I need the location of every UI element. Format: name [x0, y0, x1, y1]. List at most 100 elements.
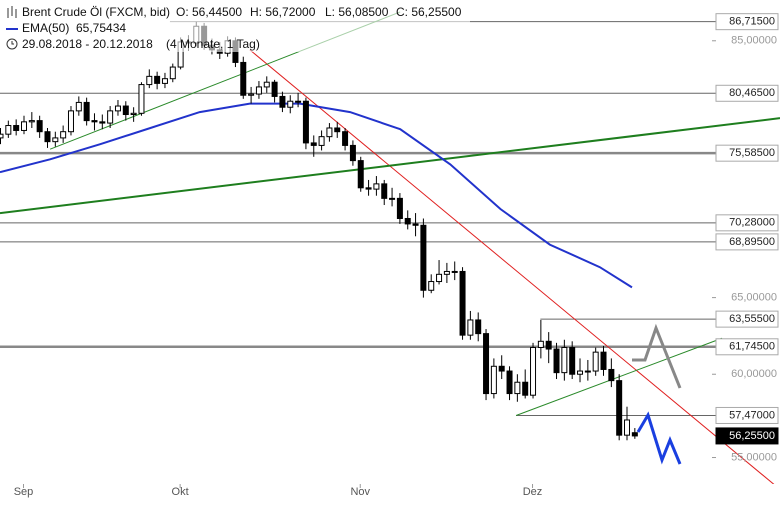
x-tick-label: Dez [523, 486, 543, 498]
ohlc-close: C: 56,25500 [396, 5, 462, 19]
header-bg [0, 0, 470, 52]
trend-line [249, 49, 775, 484]
candle-body [631, 432, 638, 437]
level-label: 61,74500 [729, 341, 775, 353]
ohlc-open: O: 56,44500 [176, 5, 242, 19]
candle-body [592, 351, 599, 372]
candle-body [130, 112, 137, 116]
candle-body [553, 348, 560, 374]
level-label: 68,89500 [729, 236, 775, 248]
candle-body [169, 66, 176, 80]
candle-body [318, 136, 325, 146]
candle-body [91, 120, 98, 123]
date-range: 29.08.2018 - 20.12.2018 [22, 37, 153, 51]
candle-body [412, 223, 419, 226]
candle-body [428, 281, 435, 291]
candle-body [600, 351, 607, 370]
legend-label: EMA(50) [22, 21, 69, 35]
candle-icon [7, 6, 17, 18]
candle-body [60, 131, 67, 139]
candle-body [396, 197, 403, 219]
candle-body [483, 333, 490, 395]
level-label-box [715, 84, 779, 102]
level-label: 57,47000 [729, 409, 775, 421]
candle-body [577, 370, 584, 375]
candle-body [44, 131, 51, 143]
level-label: 75,58500 [729, 147, 775, 159]
y-tick-label: 60,00000 [731, 368, 777, 380]
candle-body [389, 197, 396, 200]
candle-body [342, 131, 349, 146]
level-label-box [715, 144, 779, 162]
candle-body [459, 270, 466, 336]
candle-body [467, 319, 474, 336]
plot-area [0, 11, 780, 484]
candle-body [498, 365, 505, 372]
candle-body [365, 187, 372, 190]
candle-body [530, 346, 537, 396]
level-label-box [715, 13, 779, 31]
candle-body [28, 120, 35, 123]
candle-body [67, 110, 74, 133]
level-label-box [715, 427, 779, 445]
candle-body [271, 81, 278, 97]
candle-body [326, 127, 333, 138]
x-tick-label: Sep [14, 486, 34, 498]
candle-body [75, 101, 82, 112]
candle-body [561, 346, 568, 374]
level-label-box [715, 310, 779, 328]
candle-body [443, 270, 450, 275]
candle-body [263, 81, 270, 88]
level-label: 63,55500 [729, 313, 775, 325]
candle-body [13, 125, 20, 131]
candle-body [381, 183, 388, 199]
candle-body [420, 224, 427, 291]
candle-body [0, 133, 4, 139]
candle-body [569, 346, 576, 375]
candle-body [608, 368, 615, 382]
projection-grey [632, 323, 682, 389]
candle-body [154, 75, 161, 84]
candle-body [334, 127, 341, 133]
candle-body [5, 125, 12, 135]
candle-body [349, 144, 356, 162]
candle-body [451, 270, 458, 273]
header: Brent Crude Öl (FXCM, bid) O: 56,44500 H… [0, 0, 470, 52]
ohlc-high: H: 56,72000 [250, 5, 316, 19]
candle-body [295, 100, 302, 103]
level-label-box [715, 233, 779, 251]
candle-body [279, 95, 286, 108]
x-tick-label: Okt [172, 486, 189, 498]
candle-body [490, 365, 497, 395]
clock-icon [6, 38, 18, 50]
candle-body [99, 121, 106, 124]
candle-body [373, 183, 380, 190]
candle-body [114, 105, 121, 112]
candle-body [475, 319, 482, 335]
candle-body [584, 370, 591, 373]
candle-body [404, 217, 411, 225]
candle-body [161, 78, 168, 84]
candle-body [616, 380, 623, 436]
candle-body [522, 381, 529, 396]
candle-body [287, 100, 294, 108]
level-label: 80,46500 [729, 87, 775, 99]
candle-body [138, 84, 145, 114]
level-label: 70,28000 [729, 217, 775, 229]
candle-body [36, 120, 43, 133]
candle-body [122, 105, 129, 116]
level-label-box [715, 338, 779, 356]
candle-body [514, 381, 521, 395]
candle-body [107, 110, 114, 124]
legend-value: 65,75434 [76, 21, 126, 35]
y-tick-label: 85,00000 [731, 35, 777, 47]
candle-body [240, 61, 247, 96]
level-label: 86,71500 [729, 16, 775, 28]
clock-hands [11, 41, 14, 45]
candle-body [146, 75, 153, 86]
level-label-box [715, 214, 779, 232]
y-tick-label: 65,00000 [731, 292, 777, 304]
ohlc-low: L: 56,08500 [325, 5, 389, 19]
candle-body [537, 340, 544, 348]
